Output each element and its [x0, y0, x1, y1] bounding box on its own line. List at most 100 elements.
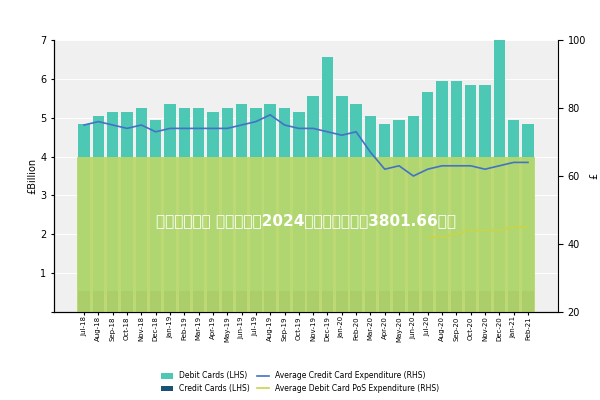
Average Credit Card Expenditure (RHS) [181, 126, 188, 131]
Y-axis label: £: £ [589, 173, 599, 179]
Bar [92, 291, 104, 312]
Average Debit Card PoS Expenditure (RHS) [439, 235, 446, 240]
Bar [407, 116, 419, 291]
Bar [293, 112, 305, 291]
Bar [394, 291, 405, 312]
Bar [336, 291, 347, 312]
Average Credit Card Expenditure (RHS) [524, 160, 532, 165]
Bar [207, 112, 218, 291]
Average Debit Card PoS Expenditure (RHS) [496, 228, 503, 233]
Bar [207, 291, 218, 312]
Bar [508, 120, 520, 291]
Bar [350, 291, 362, 312]
Bar [150, 120, 161, 291]
Average Credit Card Expenditure (RHS) [109, 122, 116, 127]
Bar [136, 108, 147, 291]
Average Debit Card PoS Expenditure (RHS) [524, 224, 532, 229]
Average Credit Card Expenditure (RHS) [80, 122, 88, 127]
Bar [494, 34, 505, 291]
Average Credit Card Expenditure (RHS) [395, 163, 403, 168]
Average Credit Card Expenditure (RHS) [496, 163, 503, 168]
Bar [79, 124, 90, 291]
Average Credit Card Expenditure (RHS) [367, 150, 374, 154]
Average Debit Card PoS Expenditure (RHS) [481, 228, 488, 233]
Bar [322, 58, 333, 291]
Bar [221, 108, 233, 291]
Bar [365, 291, 376, 312]
Bar [451, 81, 462, 291]
Average Credit Card Expenditure (RHS) [252, 119, 259, 124]
Bar [221, 291, 233, 312]
Bar [465, 85, 476, 291]
Bar [322, 291, 333, 312]
Bar [422, 92, 433, 291]
Bar [465, 291, 476, 312]
Bar [250, 108, 262, 291]
Bar [265, 104, 276, 291]
Average Credit Card Expenditure (RHS) [152, 129, 159, 134]
Average Credit Card Expenditure (RHS) [338, 133, 346, 138]
Average Credit Card Expenditure (RHS) [281, 122, 288, 127]
Bar [77, 156, 535, 312]
Average Debit Card PoS Expenditure (RHS) [510, 224, 517, 229]
Average Credit Card Expenditure (RHS) [138, 122, 145, 127]
Line: Average Credit Card Expenditure (RHS): Average Credit Card Expenditure (RHS) [84, 115, 528, 176]
Bar [193, 291, 205, 312]
Average Credit Card Expenditure (RHS) [324, 129, 331, 134]
Bar [121, 112, 133, 291]
Bar [150, 291, 161, 312]
Average Debit Card PoS Expenditure (RHS) [424, 235, 431, 240]
Average Credit Card Expenditure (RHS) [453, 163, 460, 168]
Bar [422, 291, 433, 312]
Bar [522, 291, 533, 312]
Average Credit Card Expenditure (RHS) [510, 160, 517, 165]
Bar [279, 291, 290, 312]
Bar [307, 291, 319, 312]
Bar [236, 104, 247, 291]
Legend: Debit Cards (LHS), Credit Cards (LHS), Average Credit Card Expenditure (RHS), Av: Debit Cards (LHS), Credit Cards (LHS), A… [158, 368, 442, 396]
Bar [365, 116, 376, 291]
Bar [279, 108, 290, 291]
Average Credit Card Expenditure (RHS) [439, 163, 446, 168]
Bar [436, 81, 448, 291]
Bar [107, 112, 118, 291]
Bar [121, 291, 133, 312]
Bar [508, 291, 520, 312]
Bar [250, 291, 262, 312]
Bar [522, 124, 533, 291]
Average Debit Card PoS Expenditure (RHS) [467, 228, 474, 233]
Average Credit Card Expenditure (RHS) [481, 167, 488, 172]
Bar [79, 291, 90, 312]
Bar [407, 291, 419, 312]
Average Credit Card Expenditure (RHS) [209, 126, 217, 131]
Average Credit Card Expenditure (RHS) [310, 126, 317, 131]
Bar [179, 291, 190, 312]
Line: Average Debit Card PoS Expenditure (RHS): Average Debit Card PoS Expenditure (RHS) [428, 227, 528, 237]
Bar [379, 291, 391, 312]
Bar [92, 116, 104, 291]
Bar [193, 108, 205, 291]
Average Debit Card PoS Expenditure (RHS) [453, 231, 460, 236]
Bar [179, 108, 190, 291]
Average Credit Card Expenditure (RHS) [410, 174, 417, 178]
Average Credit Card Expenditure (RHS) [124, 126, 131, 131]
Bar [265, 291, 276, 312]
Average Credit Card Expenditure (RHS) [467, 163, 474, 168]
Text: 股票融资操作 日海智能：2024年上半年净亏损3801.66万元: 股票融资操作 日海智能：2024年上半年净亏损3801.66万元 [156, 213, 456, 228]
Average Credit Card Expenditure (RHS) [195, 126, 202, 131]
Bar [136, 291, 147, 312]
Bar [379, 124, 391, 291]
Average Credit Card Expenditure (RHS) [295, 126, 302, 131]
Average Credit Card Expenditure (RHS) [166, 126, 173, 131]
Average Credit Card Expenditure (RHS) [381, 167, 388, 172]
Bar [336, 96, 347, 291]
Bar [350, 104, 362, 291]
Bar [293, 291, 305, 312]
Bar [479, 85, 491, 291]
Average Credit Card Expenditure (RHS) [266, 112, 274, 117]
Y-axis label: £Billion: £Billion [28, 158, 37, 194]
Bar [494, 291, 505, 312]
Average Credit Card Expenditure (RHS) [424, 167, 431, 172]
Bar [236, 291, 247, 312]
Bar [107, 291, 118, 312]
